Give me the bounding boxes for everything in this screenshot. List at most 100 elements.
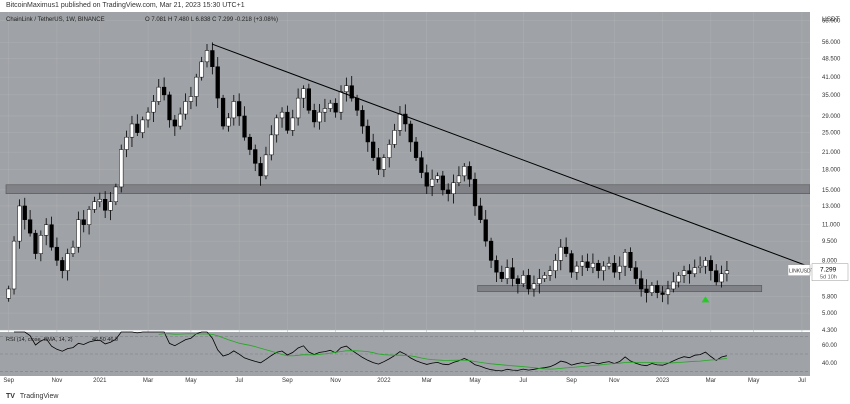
price-tick-label: 21.000 [822,150,841,156]
candle-body [178,113,183,127]
price-tick-label: 68.000 [822,18,841,24]
candle-body [526,275,531,290]
main-panel: ChainLink / TetherUS, 1W, BINANCE O 7.081… [0,12,826,376]
time-tick-label: 2022 [377,378,391,384]
candle-body [483,219,488,242]
price-tick-label: 29.000 [822,114,841,120]
time-tick-label: Jul [798,378,806,384]
candle-body [322,108,328,113]
candle-body [376,157,381,170]
candle-body [183,101,188,115]
candle-body [210,50,215,67]
candle-body [167,94,172,121]
candle-body [703,260,708,267]
candle-body [108,201,113,211]
candle-body [435,175,440,180]
candle-body [301,88,306,99]
candle-body [365,125,370,143]
candle-body [569,253,574,273]
currency-label: USDT [822,16,840,23]
candle-body [49,224,54,248]
candle-body [172,119,177,127]
candle-body [215,66,220,99]
candle-body [17,205,22,242]
candle-body [665,288,671,295]
candle-body [156,86,161,102]
time-tick-label: Nov [609,378,620,384]
candle-body [558,246,563,261]
price-tick-label: 5.800 [822,294,838,300]
candle-body [199,61,204,78]
candle-body [671,281,676,290]
price-tick-label: 25.000 [822,131,841,137]
time-tick-label: Sep [3,378,14,384]
time-tick-label: May [469,378,480,384]
time-tick-label: Nov [330,378,341,384]
candle-body [622,252,628,267]
candle-body [11,240,17,290]
candle-body [472,178,478,207]
price-tick-label: 11.000 [822,223,841,229]
candle-body [22,205,27,220]
candle-body [542,275,547,279]
candle-body [494,260,499,273]
candle-body [467,166,472,180]
price-chart[interactable]: ChainLink / TetherUS, 1W, BINANCE O 7.081… [0,12,850,390]
candle-body [124,136,129,150]
candle-body [237,101,242,117]
candle-body [38,235,43,254]
rsi-tick-label: 60.00 [822,343,838,349]
candle-body [279,111,285,119]
rsi-title: RSI (14, close, SMA, 14, 2) [6,337,73,343]
candle-body [371,141,376,158]
price-tick-label: 8.000 [822,258,838,264]
candle-body [429,178,435,187]
candle-body [655,285,660,293]
support-zone [5,184,811,194]
candle-body [328,102,333,109]
candle-body [231,101,236,119]
candle-body [295,97,301,119]
candle-body [639,278,644,290]
candle-body [392,130,397,145]
candle-body [499,271,504,279]
candle-body [70,246,76,254]
time-tick-label: 2023 [656,378,670,384]
rsi-panel: RSI (14, close, SMA, 14, 2) 46.50 46.0 [0,331,810,376]
candle-body [537,278,542,284]
candle-body [478,205,483,220]
candle-body [65,253,70,271]
candle-body [590,262,596,268]
price-tick-label: 18.000 [822,167,841,173]
candle-body [547,270,553,276]
chart-area[interactable]: ChainLink / TetherUS, 1W, BINANCE O 7.081… [0,12,850,390]
candle-body [349,85,354,99]
price-tick-label: 5.000 [822,311,838,317]
candle-body [188,96,194,102]
price-tick-label: 41.000 [822,75,841,81]
candle-body [681,270,687,276]
candle-body [226,117,231,127]
candle-body [86,209,92,225]
support-zone [477,285,763,293]
tradingview-logo: TV [6,393,15,400]
rsi-values: 46.50 46.0 [92,337,118,343]
candle-body [510,267,515,279]
candle-body [456,175,462,183]
candle-body [81,219,86,225]
candle-body [135,123,140,133]
candle-body [381,157,387,170]
candle-body [408,123,413,143]
price-tick-label: 4.300 [822,328,838,334]
candle-body [660,292,665,295]
price-tick-label: 56.000 [822,40,841,46]
rsi-sma-line [158,333,727,370]
candle-body [633,267,638,279]
time-tick-label: Sep [282,378,293,384]
candle-body [338,91,344,113]
price-tick-label: 9.500 [822,239,838,245]
candle-body [103,198,108,211]
candle-body [27,219,33,234]
last-price-symbol-box [787,264,811,276]
